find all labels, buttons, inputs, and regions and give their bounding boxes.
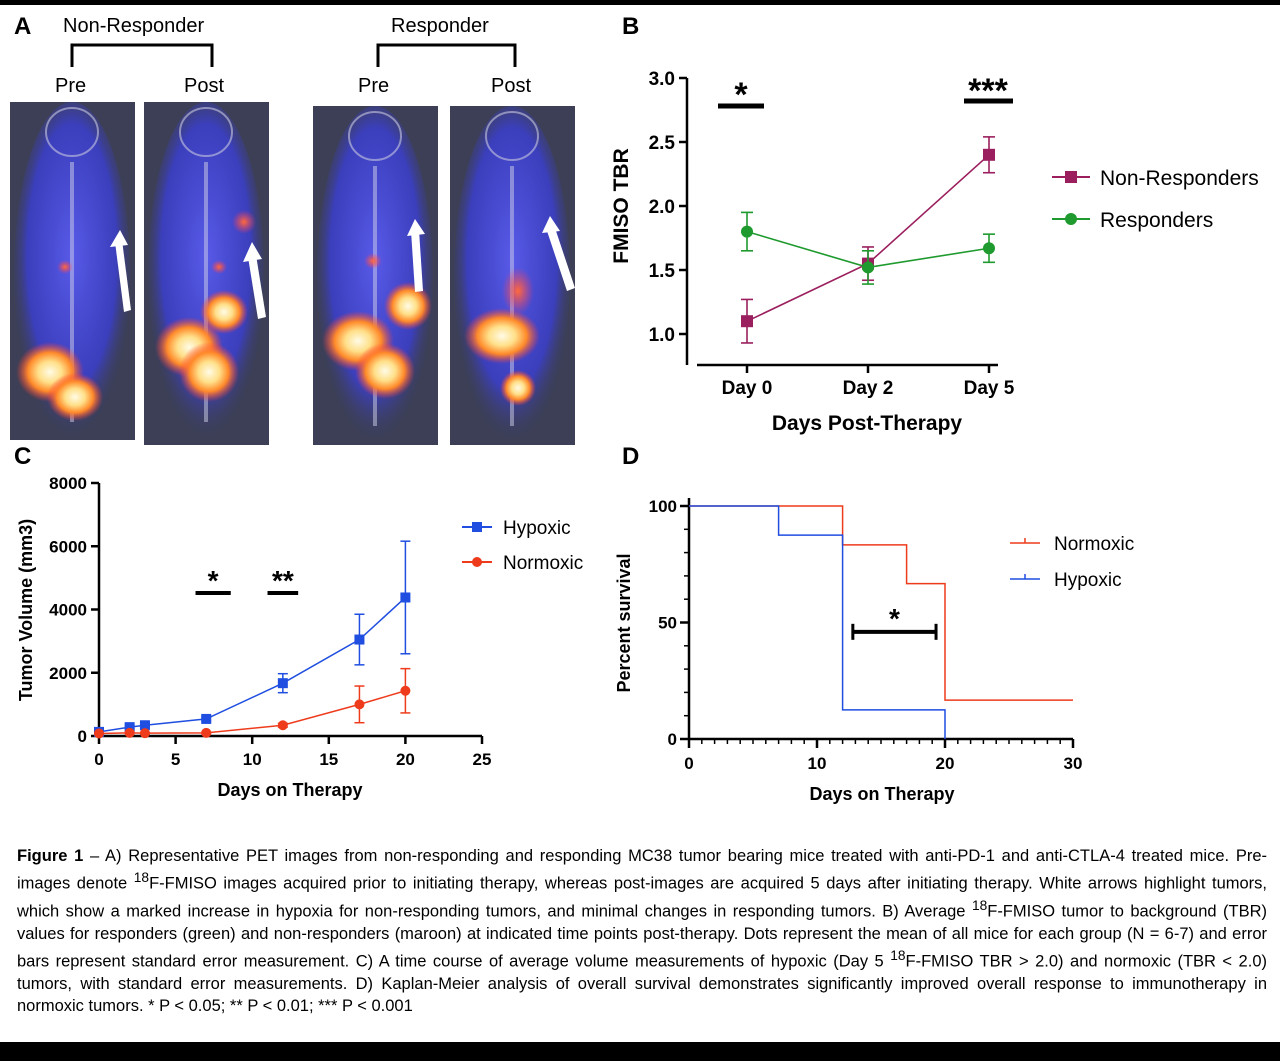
group-label-non-responder: Non-Responder — [63, 15, 205, 37]
caption-part-2: F-FMISO images acquired prior to initiat… — [17, 874, 1268, 921]
y-tick-label: 6000 — [49, 537, 87, 556]
data-point — [400, 592, 411, 603]
group-label-responder: Responder — [391, 15, 489, 37]
significance-mark: *** — [968, 72, 1008, 110]
panel-label-b: B — [622, 13, 640, 40]
bracket-non-responder — [70, 43, 214, 67]
y-tick-label: 2000 — [49, 664, 87, 683]
legend-label: Non-Responders — [1100, 167, 1259, 190]
group-brackets — [70, 43, 517, 67]
panel-label-d: D — [622, 443, 640, 470]
y-axis-label: Percent survival — [614, 553, 634, 692]
panel-label-a: A — [14, 13, 32, 40]
caption-part-4: F-FMISO TBR > 2.0) and normoxic (TBR < 2… — [17, 952, 1267, 1016]
x-tick-label: 10 — [808, 754, 827, 773]
pet-scan-non-responder-post — [144, 102, 269, 445]
data-point — [201, 727, 212, 738]
legend-label: Normoxic — [1054, 534, 1134, 555]
caption-lead: Figure 1 — [17, 847, 84, 865]
panel-label-c: C — [14, 443, 32, 470]
y-tick-label: 50 — [658, 614, 677, 633]
y-tick-label: 0 — [668, 730, 677, 749]
label-nr-pre: Pre — [55, 75, 87, 97]
data-point — [741, 225, 753, 238]
x-tick-label: 30 — [1064, 754, 1083, 773]
significance-mark: * — [734, 76, 748, 114]
x-tick-label: 5 — [171, 750, 180, 769]
label-r-pre: Pre — [358, 75, 390, 97]
legend-marker — [472, 557, 482, 567]
pet-scan-responder-pre — [313, 106, 438, 445]
y-tick-label: 1.0 — [649, 325, 675, 346]
data-point — [354, 634, 365, 645]
legend-label: Hypoxic — [503, 518, 571, 539]
caption-part-3: F-FMISO tumor to background (TBR) values… — [17, 902, 1267, 971]
series-line — [746, 154, 990, 322]
y-tick-label: 2.0 — [649, 197, 675, 218]
x-tick-label: Day 2 — [843, 378, 894, 399]
figure-caption: Figure 1 – A) Representative PET images … — [17, 845, 1267, 1018]
data-point — [862, 261, 874, 274]
bracket-responder — [376, 43, 517, 67]
caption-sup-2: 18 — [971, 898, 988, 914]
data-point — [94, 728, 104, 739]
label-nr-post: Post — [184, 75, 225, 97]
chart-c-tumor-volume: 0 2000 4000 6000 8000 0 5 10 15 20 25 Days on Thera… — [16, 474, 583, 800]
pet-scan-non-responder-pre — [10, 102, 135, 440]
y-tick-label: 4000 — [49, 601, 87, 620]
data-point — [400, 685, 411, 696]
x-tick-label: 0 — [684, 754, 693, 773]
legend-marker — [1065, 213, 1077, 225]
pet-scan-responder-post — [450, 106, 575, 445]
caption-sup-1: 18 — [133, 870, 150, 886]
y-tick-label: 8000 — [49, 474, 87, 493]
x-tick-label: 20 — [936, 754, 955, 773]
caption-sup-3: 18 — [890, 948, 906, 964]
chart-d-survival: 0 50 100 0 10 20 30 Days on Therapy Percent surv… — [614, 497, 1134, 804]
data-point — [277, 678, 288, 689]
y-axis-label: FMISO TBR — [610, 148, 633, 264]
survival-curve — [689, 505, 1073, 701]
significance-mark: * — [889, 603, 900, 634]
data-point — [201, 713, 212, 724]
legend-marker — [1065, 171, 1077, 183]
legend-label: Responders — [1100, 209, 1213, 232]
x-tick-label: 20 — [396, 750, 415, 769]
data-point — [983, 242, 995, 255]
data-point — [741, 315, 753, 328]
y-axis-label: Tumor Volume (mm3) — [16, 519, 36, 701]
legend-label: Hypoxic — [1054, 570, 1122, 591]
data-point — [124, 722, 135, 733]
data-point — [139, 728, 150, 739]
x-axis-label: Days Post-Therapy — [772, 412, 963, 435]
label-r-post: Post — [491, 75, 532, 97]
significance-mark: * — [208, 565, 219, 596]
x-tick-label: 10 — [243, 750, 262, 769]
y-tick-label: 3.0 — [649, 69, 675, 90]
data-point — [277, 720, 288, 731]
data-point — [124, 727, 135, 738]
legend-label: Normoxic — [503, 553, 583, 574]
x-tick-label: 15 — [319, 750, 338, 769]
survival-curve — [689, 505, 946, 739]
y-tick-label: 0 — [78, 727, 87, 746]
y-tick-label: 100 — [649, 497, 677, 516]
x-tick-label: 0 — [94, 750, 103, 769]
y-tick-label: 1.5 — [649, 261, 676, 282]
legend-marker — [472, 522, 482, 532]
data-point — [983, 148, 995, 161]
data-point — [354, 699, 365, 710]
x-tick-label: Day 5 — [964, 378, 1015, 399]
x-tick-label: 25 — [473, 750, 492, 769]
y-tick-label: 2.5 — [649, 133, 676, 154]
figure-sheet: A B C D Non-Responder Responder Pre Post… — [0, 5, 1280, 1042]
x-axis-label: Days on Therapy — [809, 784, 954, 804]
caption-part-1: – A) Representative PET images from non-… — [17, 847, 1268, 893]
data-point — [139, 720, 150, 731]
significance-mark: ** — [272, 565, 294, 596]
x-axis-label: Days on Therapy — [217, 780, 362, 800]
x-tick-label: Day 0 — [722, 378, 773, 399]
